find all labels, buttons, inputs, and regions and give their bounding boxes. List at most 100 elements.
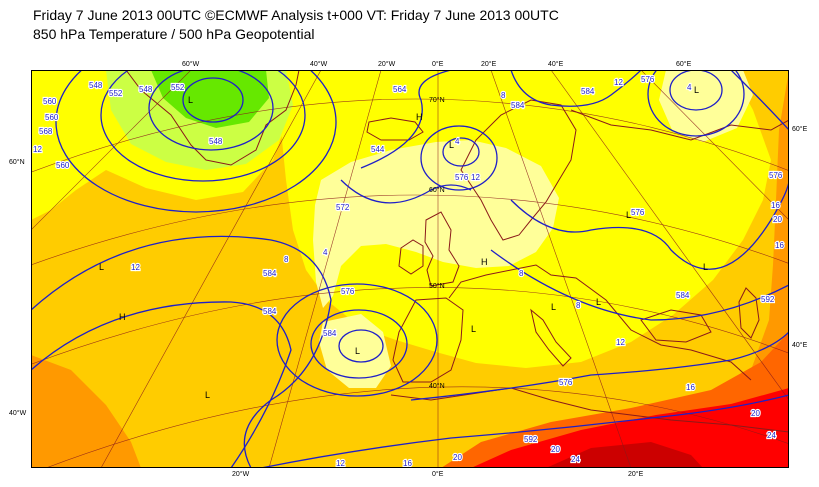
low-center-marker: L bbox=[694, 85, 699, 95]
africa-coast bbox=[390, 387, 789, 433]
longitude-label: 60°E bbox=[792, 126, 808, 133]
map-subtitle: 850 hPa Temperature / 500 hPa Geopotenti… bbox=[33, 26, 315, 42]
temperature-label: 12 bbox=[131, 263, 140, 272]
pressure-center-group: L L L L L L L L L L L H H H bbox=[99, 85, 708, 400]
geopotential-label: 576 bbox=[641, 75, 655, 84]
low-center-marker: L bbox=[449, 140, 454, 150]
geopotential-label: 548 bbox=[209, 137, 223, 146]
temperature-label: 8 bbox=[576, 301, 581, 310]
temperature-label: 24 bbox=[767, 431, 776, 440]
latitude-label: 60°N bbox=[429, 186, 445, 194]
low-center-marker: L bbox=[188, 95, 193, 105]
low-center-marker: L bbox=[626, 210, 631, 220]
map-frame bbox=[31, 70, 789, 468]
scandinavia-coast bbox=[460, 99, 577, 241]
geopotential-label: 560 bbox=[56, 161, 70, 170]
geopotential-label: 576 bbox=[559, 378, 573, 387]
geopotential-contour bbox=[420, 125, 498, 191]
geopotential-label: 584 bbox=[511, 101, 525, 110]
latitude-label: 40°N bbox=[429, 382, 445, 390]
longitude-label: 60°W bbox=[182, 61, 200, 68]
longitude-label: 40°W bbox=[9, 410, 27, 417]
map-title-block: Friday 7 June 2013 00UTC ©ECMWF Analysis… bbox=[33, 6, 559, 44]
latitude-label: 70°N bbox=[429, 96, 445, 104]
geopotential-label: 548 bbox=[89, 81, 103, 90]
geopotential-contour bbox=[100, 70, 306, 182]
temperature-label: 16 bbox=[775, 241, 784, 250]
low-center-marker: L bbox=[703, 262, 708, 272]
temperature-label-group: 8 4 12 8 8 4 12 12 16 20 16 20 24 20 24 … bbox=[32, 77, 786, 468]
low-center-marker: L bbox=[99, 262, 104, 272]
longitude-label: 40°E bbox=[792, 342, 808, 349]
geopotential-label: 548 bbox=[139, 85, 153, 94]
geopotential-contour bbox=[55, 70, 337, 213]
geopotential-contour bbox=[442, 137, 480, 167]
high-center-marker: H bbox=[416, 112, 423, 122]
europe-coast bbox=[448, 264, 752, 381]
ireland-coast bbox=[398, 239, 424, 275]
longitude-label: 60°E bbox=[676, 61, 692, 68]
italy-coast bbox=[530, 308, 572, 367]
low-center-marker: L bbox=[205, 390, 210, 400]
geopotential-contour bbox=[260, 394, 789, 468]
temperature-label: 8 bbox=[501, 91, 506, 100]
temperature-label: 24 bbox=[571, 455, 580, 464]
longitude-label: 20°W bbox=[232, 471, 250, 478]
geopotential-label: 592 bbox=[761, 295, 775, 304]
high-center-marker: H bbox=[119, 312, 126, 322]
temperature-label: 12 bbox=[614, 78, 623, 87]
geopotential-contour bbox=[31, 301, 292, 468]
geopotential-label: 584 bbox=[676, 291, 690, 300]
geopotential-label: 592 bbox=[524, 435, 538, 444]
geopotential-contour bbox=[510, 70, 642, 107]
temp-band-ge-28 bbox=[546, 442, 703, 468]
geopotential-contour bbox=[647, 70, 745, 137]
geopotential-contour bbox=[338, 329, 384, 363]
temperature-label: 8 bbox=[519, 269, 524, 278]
geopotential-label: 576 bbox=[769, 171, 783, 180]
longitude-label: 0°E bbox=[432, 61, 444, 68]
latitude-label-group: 70°N 60°N 50°N 40°N bbox=[429, 96, 445, 390]
geopotential-label: 544 bbox=[371, 145, 385, 154]
geopotential-label: 584 bbox=[581, 87, 595, 96]
longitude-label: 40°W bbox=[310, 61, 328, 68]
geopotential-contour bbox=[310, 309, 408, 379]
geopotential-label: 576 bbox=[341, 287, 355, 296]
iberia-coast bbox=[392, 297, 464, 383]
longitude-label: 20°E bbox=[628, 471, 644, 478]
graticule bbox=[31, 70, 789, 468]
temperature-label: 12 bbox=[33, 145, 42, 154]
geopotential-contour bbox=[182, 77, 244, 123]
temperature-label: 20 bbox=[551, 445, 560, 454]
low-center-marker: L bbox=[471, 324, 476, 334]
caspian-coast bbox=[738, 287, 760, 339]
temp-band-le-0 bbox=[151, 70, 269, 128]
temperature-label: 16 bbox=[403, 459, 412, 468]
geopotential-contour bbox=[148, 70, 274, 151]
geopotential-label: 560 bbox=[45, 113, 59, 122]
temp-band-24-28 bbox=[471, 388, 789, 468]
coastlines bbox=[125, 70, 789, 433]
temperature-label: 12 bbox=[336, 459, 345, 468]
britain-coast bbox=[424, 211, 460, 287]
temperature-label: 20 bbox=[773, 215, 782, 224]
geopotential-contours bbox=[31, 70, 789, 468]
temperature-label: 4 bbox=[323, 248, 328, 257]
geopotential-label: 576 bbox=[455, 173, 469, 182]
low-center-marker: L bbox=[596, 297, 601, 307]
arctic-coast bbox=[570, 109, 789, 141]
low-center-marker: L bbox=[551, 302, 556, 312]
geopotential-contour bbox=[340, 179, 472, 204]
high-center-marker: H bbox=[481, 257, 488, 267]
geopotential-label: 584 bbox=[263, 269, 277, 278]
map-title: Friday 7 June 2013 00UTC ©ECMWF Analysis… bbox=[33, 7, 559, 23]
temperature-label: 8 bbox=[284, 255, 289, 264]
temperature-label: 16 bbox=[686, 383, 695, 392]
geopotential-label: 564 bbox=[393, 85, 407, 94]
geopotential-contour bbox=[31, 235, 332, 468]
temperature-label: 4 bbox=[687, 83, 692, 92]
geopotential-label: 572 bbox=[336, 203, 350, 212]
black-sea-coast bbox=[640, 309, 712, 343]
temperature-label: 20 bbox=[453, 453, 462, 462]
geopotential-label: 584 bbox=[263, 307, 277, 316]
